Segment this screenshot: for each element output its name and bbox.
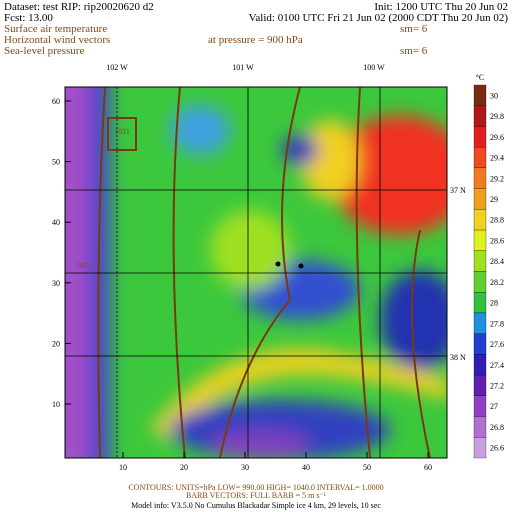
field-map (65, 87, 447, 458)
footer: CONTOURS: UNITS=hPa LOW= 990.00 HIGH= 10… (128, 483, 383, 492)
colorbar-label: 29.2 (490, 174, 504, 183)
colorbar-label: 27.4 (490, 361, 504, 370)
colorbar-label: 28.8 (490, 216, 504, 225)
colorbar-label: 28.6 (490, 236, 504, 245)
init: Init: 1200 UTC Thu 20 Jun 02 (374, 1, 508, 13)
colorbar-label: 27.6 (490, 340, 504, 349)
colorbar-label: 28.2 (490, 278, 504, 287)
colorbar-cell (473, 437, 487, 459)
y-tick-label: 40 (52, 218, 60, 227)
footer: Model info: V3.5.0 No Cumulus Blackadar … (131, 501, 381, 510)
sm: sm= 6 (400, 23, 428, 35)
y-tick-label: 60 (52, 97, 60, 106)
x-tick-label: 20 (180, 463, 188, 472)
colorbar-label: 26.8 (490, 423, 504, 432)
valid: Valid: 0100 UTC Fri 21 Jun 02 (2000 CDT … (249, 12, 509, 24)
lat-label: 37 N (450, 186, 466, 195)
fcst: Fcst: 13.00 (4, 12, 53, 24)
lon-label: 102 W (106, 63, 128, 72)
colorbar-label: 26.6 (490, 444, 504, 453)
y-tick-label: 50 (52, 158, 60, 167)
colorbar-label: 29.4 (490, 154, 504, 163)
colorbar-label: 30 (490, 91, 498, 100)
contour-label: 1011 (114, 127, 130, 136)
dataset: Dataset: test RIP: rip20020620 d2 (4, 1, 154, 13)
colorbar-unit: °C (476, 73, 485, 82)
x-tick-label: 60 (424, 463, 432, 472)
colorbar-cell (473, 126, 487, 148)
colorbar-label: 28 (490, 299, 498, 308)
lat-label: 38 N (450, 353, 466, 362)
colorbar-cell (473, 333, 487, 355)
colorbar-cell (473, 209, 487, 231)
colorbar-cell (473, 84, 487, 106)
colorbar-label: 27 (490, 402, 498, 411)
y-tick-label: 20 (52, 339, 60, 348)
footer: BARB VECTORS: FULL BARB = 5 m s⁻¹ (186, 491, 327, 500)
colorbar-cell (473, 312, 487, 334)
x-tick-label: 10 (119, 463, 127, 472)
field: Horizontal wind vectors (4, 34, 110, 46)
contour-label: 1012 (76, 261, 92, 270)
colorbar-cell (473, 354, 487, 376)
colorbar-cell (473, 395, 487, 417)
colorbar-cell (473, 271, 487, 293)
sm: sm= 6 (400, 45, 428, 57)
colorbar-label: 27.8 (490, 319, 504, 328)
colorbar-cell (473, 105, 487, 127)
colorbar-label: 29.8 (490, 112, 504, 121)
colorbar-cell (473, 188, 487, 210)
colorbar-label: 28.4 (490, 257, 504, 266)
pressure: at pressure = 900 hPa (208, 34, 303, 46)
colorbar-label: 27.2 (490, 381, 504, 390)
y-tick-label: 10 (52, 400, 60, 409)
colorbar-cell (473, 416, 487, 438)
x-tick-label: 40 (302, 463, 310, 472)
colorbar-cell (473, 250, 487, 272)
x-tick-label: 50 (363, 463, 371, 472)
field: Sea-level pressure (4, 45, 84, 57)
frame (64, 86, 448, 459)
field: Surface air temperature (4, 23, 107, 35)
colorbar-cell (473, 374, 487, 396)
colorbar-cell (473, 229, 487, 251)
colorbar-label: 29 (490, 195, 498, 204)
y-tick-label: 30 (52, 279, 60, 288)
lon-label: 101 W (232, 63, 254, 72)
colorbar-cell (473, 292, 487, 314)
lon-label: 100 W (363, 63, 385, 72)
colorbar-label: 29.6 (490, 133, 504, 142)
colorbar-cell (473, 147, 487, 169)
x-tick-label: 30 (241, 463, 249, 472)
colorbar-cell (473, 167, 487, 189)
